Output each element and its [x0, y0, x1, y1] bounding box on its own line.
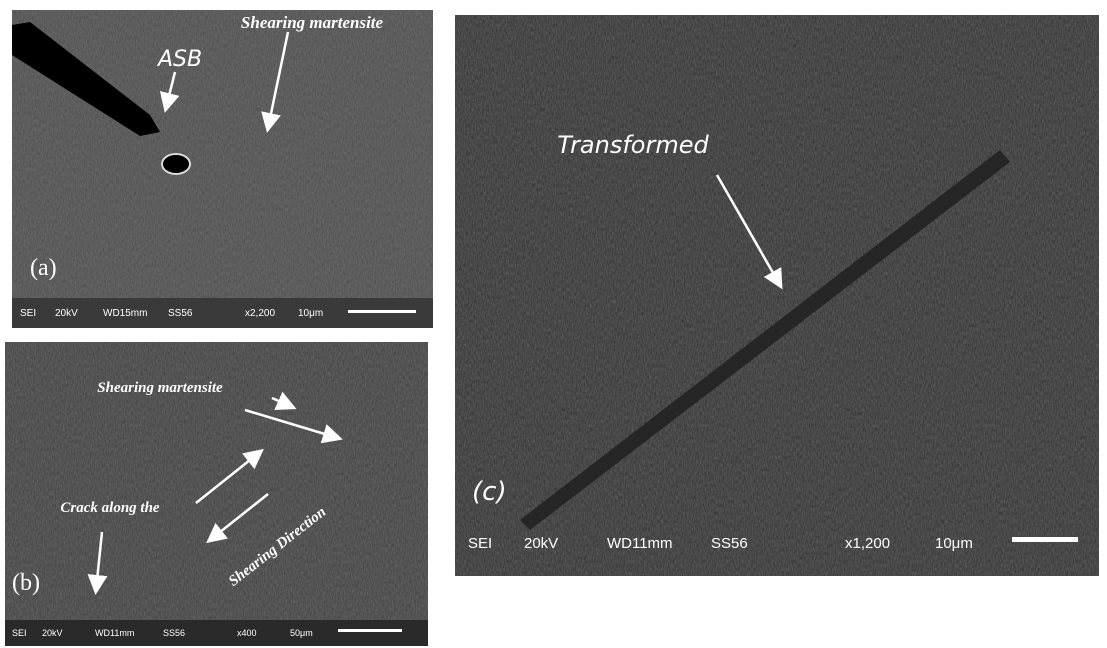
- panel-a: ASB Shearing martensite (a) SEI 20kV WD1…: [12, 10, 433, 328]
- info-text: SEI: [468, 535, 492, 552]
- figure: ASB Shearing martensite (a) SEI 20kV WD1…: [0, 0, 1107, 648]
- info-text: SS56: [168, 308, 193, 319]
- info-text: 20kV: [55, 308, 78, 319]
- info-text: SEI: [12, 628, 27, 638]
- annotation: Crack along the: [60, 500, 160, 516]
- scale-bar: [348, 310, 416, 313]
- info-text: SEI: [20, 308, 36, 319]
- panel-label: (a): [30, 255, 57, 281]
- info-text: WD11mm: [607, 535, 673, 552]
- info-text: 10μm: [935, 535, 973, 552]
- panel-label: (b): [12, 570, 40, 596]
- info-text: WD15mm: [103, 308, 147, 319]
- info-text: x400: [237, 628, 257, 638]
- panel-label: (c): [472, 477, 507, 507]
- void: [162, 154, 190, 174]
- info-text: 50μm: [290, 628, 313, 638]
- scale-bar: [338, 629, 402, 632]
- panel-c: Transformed (c) SEI 20kV WD11mm SS56 x1,…: [455, 15, 1099, 576]
- info-text: WD11mm: [95, 628, 134, 638]
- info-text: 20kV: [524, 535, 558, 552]
- annotation: Transformed: [557, 131, 709, 159]
- texture: [455, 15, 1099, 576]
- info-text: x2,200: [245, 308, 275, 319]
- page: ASB Shearing martensite (a) SEI 20kV WD1…: [0, 0, 1107, 648]
- annotation: Shearing martensite: [241, 13, 384, 32]
- info-bar-bg: [5, 620, 428, 646]
- info-text: x1,200: [845, 535, 890, 552]
- info-text: 10μm: [298, 308, 323, 319]
- info-text: 20kV: [42, 628, 63, 638]
- annotation: ASB: [156, 47, 202, 72]
- info-text: SS56: [711, 535, 748, 552]
- panel-b: Shearing martensite Crack along the Shea…: [5, 342, 428, 646]
- info-text: SS56: [163, 628, 185, 638]
- scale-bar: [1012, 537, 1078, 542]
- annotation: Shearing martensite: [97, 380, 223, 396]
